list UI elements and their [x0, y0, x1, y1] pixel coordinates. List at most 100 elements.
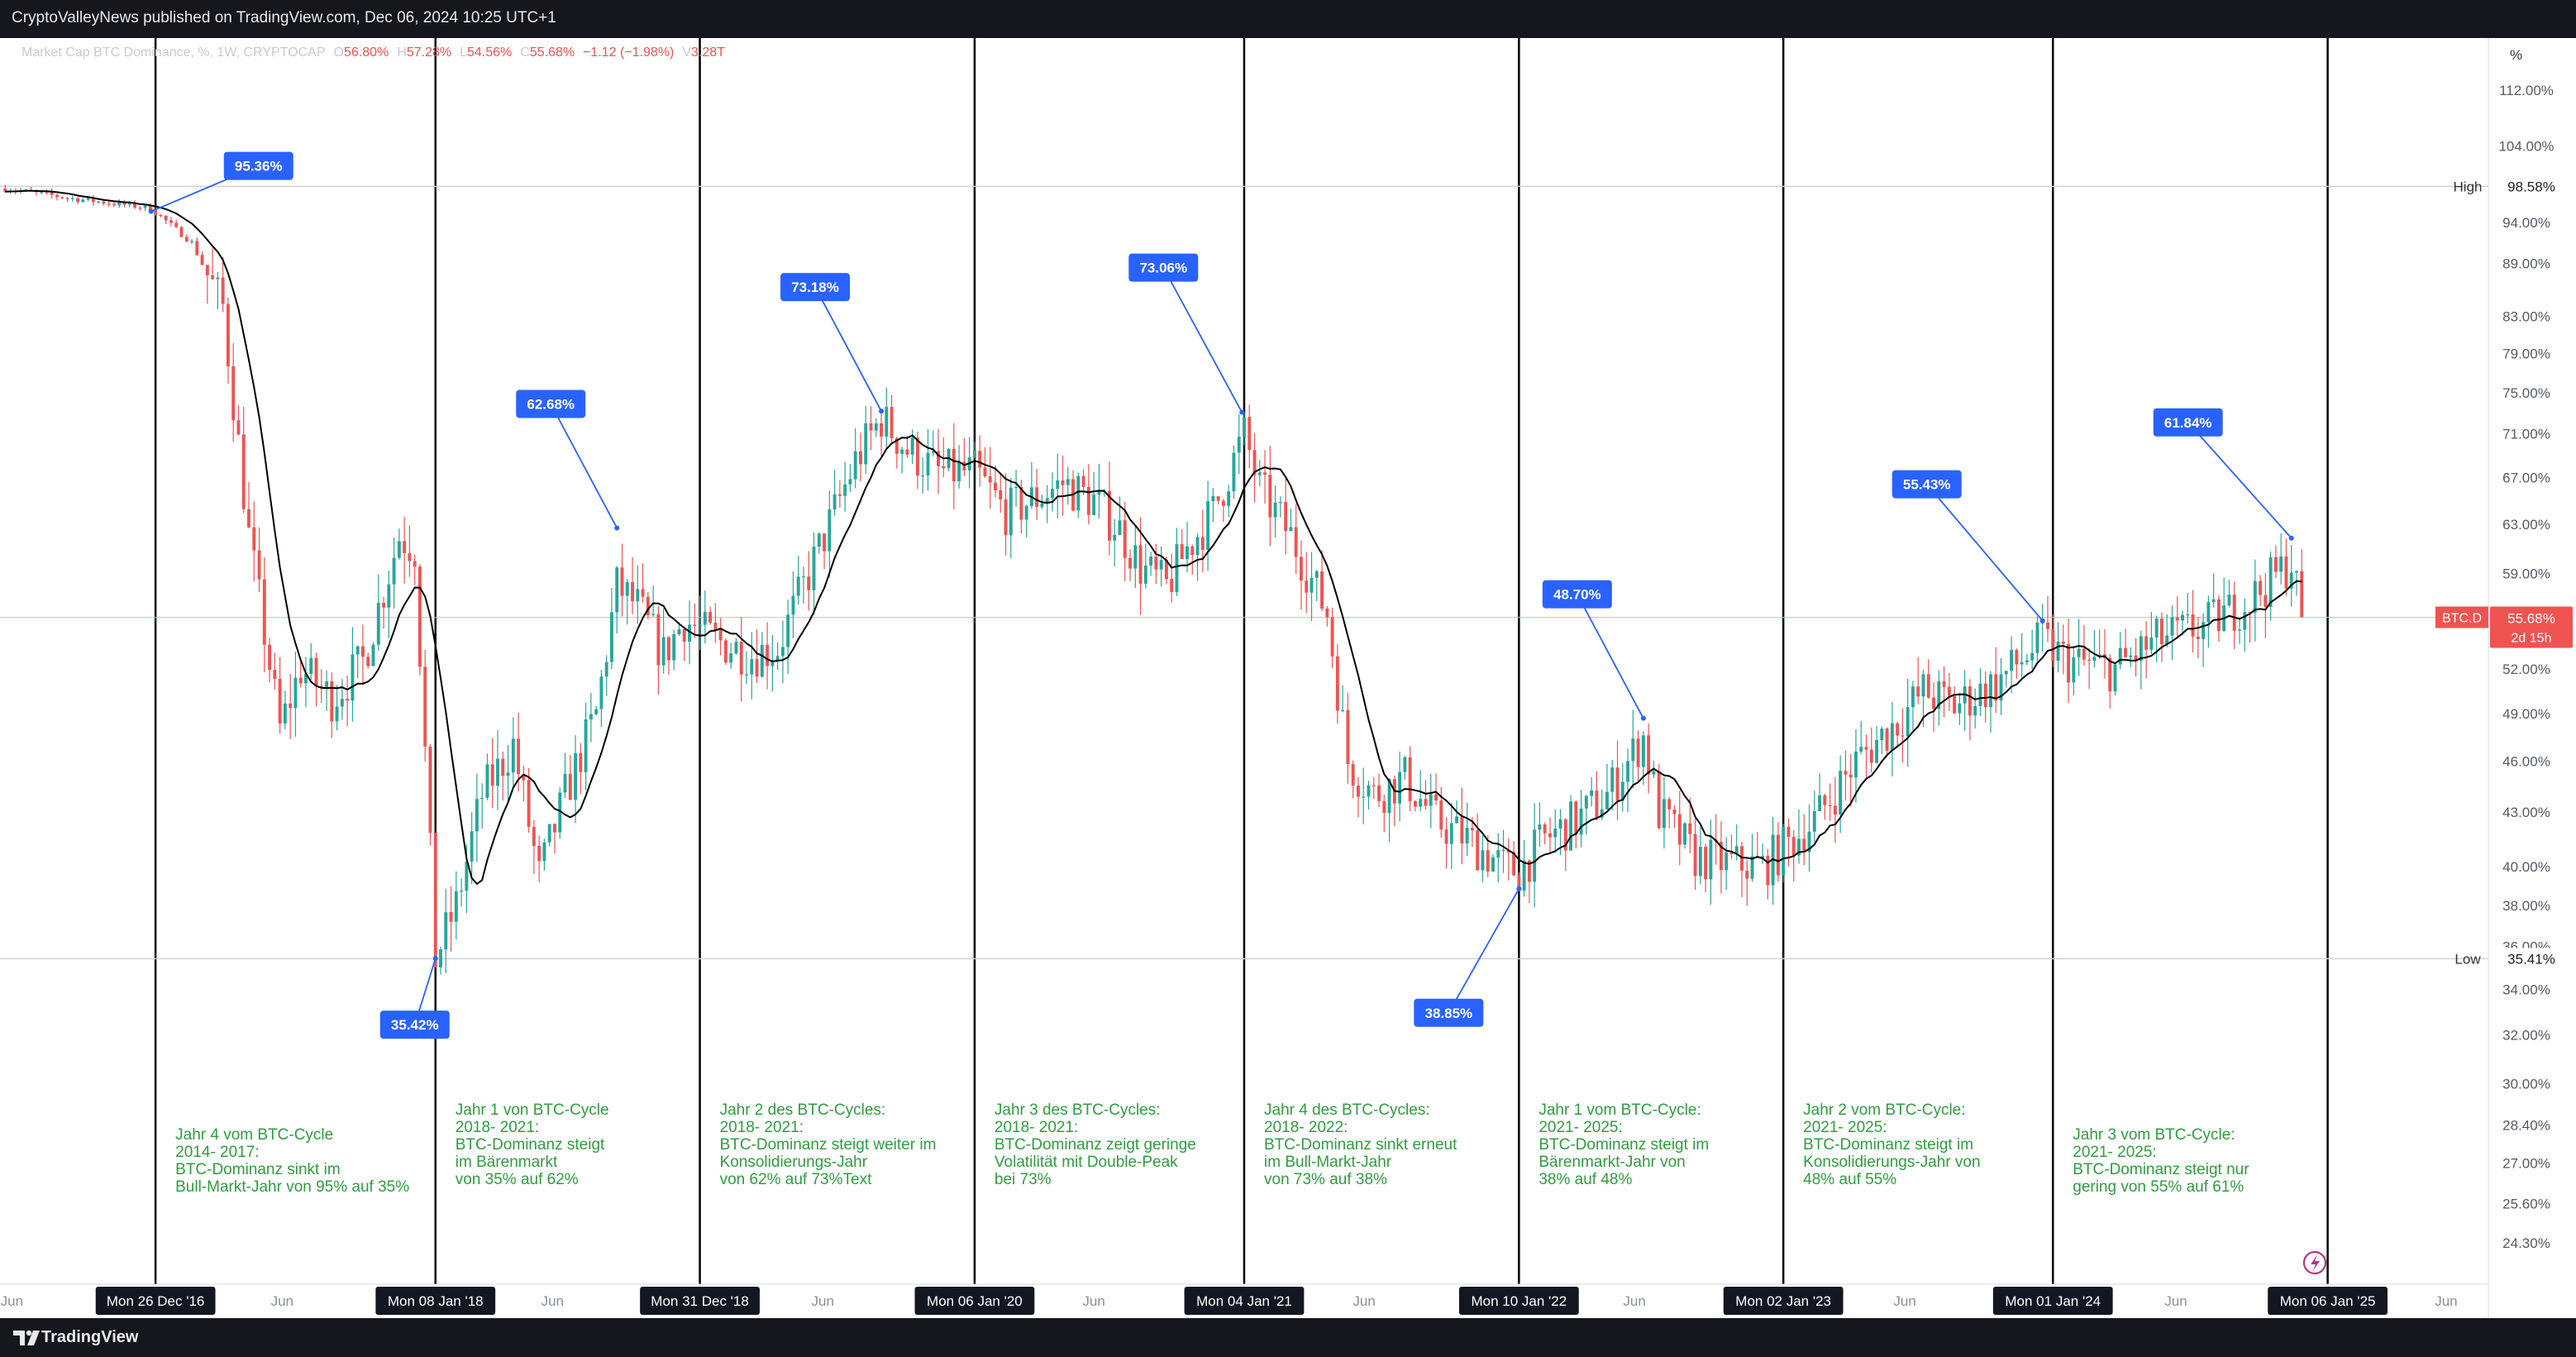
x-tick-major: Mon 26 Dec '16: [107, 1293, 205, 1309]
candle-body: [1465, 828, 1469, 844]
candle-body: [50, 192, 54, 195]
callout-value: 38.85%: [1425, 1006, 1473, 1021]
x-tick-minor: Jun: [2435, 1293, 2457, 1309]
candle-body: [1061, 480, 1065, 485]
candle-body: [1906, 707, 1910, 737]
candle-body: [1455, 816, 1459, 824]
candle-body: [848, 479, 852, 485]
cycle-annotation-line: von 35% auf 62%: [456, 1171, 579, 1188]
candle-body: [1200, 537, 1205, 550]
candle-body: [1268, 475, 1272, 518]
candle-body: [1086, 486, 1090, 515]
y-tick-label: 112.00%: [2499, 83, 2554, 98]
candle-body: [1128, 557, 1132, 569]
cycle-annotation-line: 2021- 2025:: [2073, 1144, 2156, 1161]
candle-body: [485, 764, 489, 798]
candle-body: [2170, 617, 2174, 636]
candle-body: [828, 509, 832, 552]
candle-body: [86, 198, 90, 200]
candle-body: [1890, 723, 1894, 751]
candle-body: [718, 629, 723, 641]
candle-body: [1190, 546, 1195, 556]
candle-body: [708, 611, 713, 624]
candle-body: [2175, 617, 2179, 621]
candle-body: [894, 437, 899, 454]
candle-body: [2216, 599, 2221, 632]
cycle-annotation-line: Volatilität mit Double-Peak: [995, 1154, 1178, 1171]
callout-value: 35.42%: [391, 1017, 439, 1033]
candle-body: [547, 824, 551, 843]
replay-icon-circle: [2302, 1250, 2327, 1275]
candle-body: [713, 623, 718, 630]
candle-body: [2284, 556, 2288, 589]
candle-body: [1869, 749, 1873, 763]
cycle-annotation-line: BTC-Dominanz steigt: [456, 1136, 605, 1154]
candle-body: [1698, 847, 1702, 877]
callout-value: 73.18%: [791, 280, 839, 295]
candle-body: [1647, 735, 1651, 775]
candle-body: [97, 201, 101, 203]
candle-body: [127, 203, 131, 205]
candle-body: [926, 452, 930, 475]
candle-body: [1994, 674, 1998, 701]
cycle-annotation: Jahr 2 vom BTC-Cycle: 2021- 2025: BTC-Domi…: [1803, 1101, 1980, 1188]
cycle-annotation: Jahr 4 des BTC-Cycles: 2018- 2022: BTC-Dom…: [1264, 1101, 1457, 1188]
callout-value: 95.36%: [235, 159, 283, 174]
candle-body: [832, 494, 837, 510]
candle-body: [470, 831, 474, 862]
candle-body: [656, 614, 661, 666]
candle-body: [1092, 495, 1096, 515]
candle-body: [532, 827, 536, 846]
candle-body: [1953, 695, 1957, 714]
candle-body: [1460, 816, 1464, 844]
candle-body: [2273, 557, 2278, 572]
candle-body: [688, 624, 691, 642]
candle-body: [698, 624, 702, 627]
candle-body: [2191, 614, 2195, 637]
candle-body: [2067, 643, 2071, 683]
time-axis[interactable]: Jun Mon 26 Dec '16 Jun Mon 08 Jan '18 Jun Mon…: [0, 1250, 2488, 1315]
candle-body: [780, 647, 785, 657]
candle-body: [226, 303, 230, 366]
candle-body: [1641, 735, 1645, 767]
candle-body: [413, 561, 417, 567]
candle-body: [1802, 839, 1806, 853]
candle-body: [1968, 686, 1972, 716]
price-axis[interactable]: 112.00% 104.00% 94.00% 89.00% 83.00% 79.00% 75…: [2435, 38, 2576, 1318]
publisher-bar: CryptoValleyNews published on TradingVie…: [0, 0, 2576, 38]
callout-anchor-dot: [432, 956, 438, 962]
candle-body: [236, 420, 241, 435]
y-tick-label: 59.00%: [2502, 566, 2550, 582]
candle-body: [1387, 779, 1391, 814]
y-tick-label: 63.00%: [2502, 517, 2550, 533]
candle-body: [252, 527, 256, 551]
candle-body: [2113, 664, 2117, 691]
candle-body: [994, 482, 997, 490]
candle-body: [2035, 622, 2039, 653]
legend-symbol: Market Cap BTC Dominance, %, 1W, CRYPTOC…: [21, 45, 326, 60]
candle-body: [117, 202, 122, 206]
candle-body: [1429, 794, 1433, 806]
callout-anchor-dot: [879, 409, 885, 414]
candle-body: [1367, 785, 1371, 797]
y-tick-label: 30.00%: [2502, 1077, 2550, 1092]
candle-body: [1206, 501, 1210, 550]
candle-body: [921, 475, 925, 477]
x-tick-minor: Jun: [1082, 1293, 1104, 1309]
candle-body: [1476, 830, 1480, 871]
high-value-bg: [2492, 175, 2573, 198]
y-tick-label: 71.00%: [2502, 427, 2550, 442]
tradingview-logo-icon[interactable]: [12, 1325, 41, 1350]
candle-body: [454, 891, 458, 922]
candle-body: [574, 753, 578, 800]
candle-body: [1382, 800, 1386, 814]
candle-body: [143, 204, 147, 208]
candle-body: [1812, 810, 1816, 832]
candle-body: [880, 423, 883, 437]
candle-body: [1045, 498, 1049, 504]
cycle-annotation-line: Bull-Markt-Jahr von 95% auf 35%: [175, 1178, 409, 1196]
candle-body: [2253, 581, 2257, 613]
cycle-annotation: Jahr 4 vom BTC-Cycle 2014- 2017: BTC-Domin…: [175, 1126, 409, 1196]
x-tick-major-bg: [2268, 1287, 2388, 1315]
